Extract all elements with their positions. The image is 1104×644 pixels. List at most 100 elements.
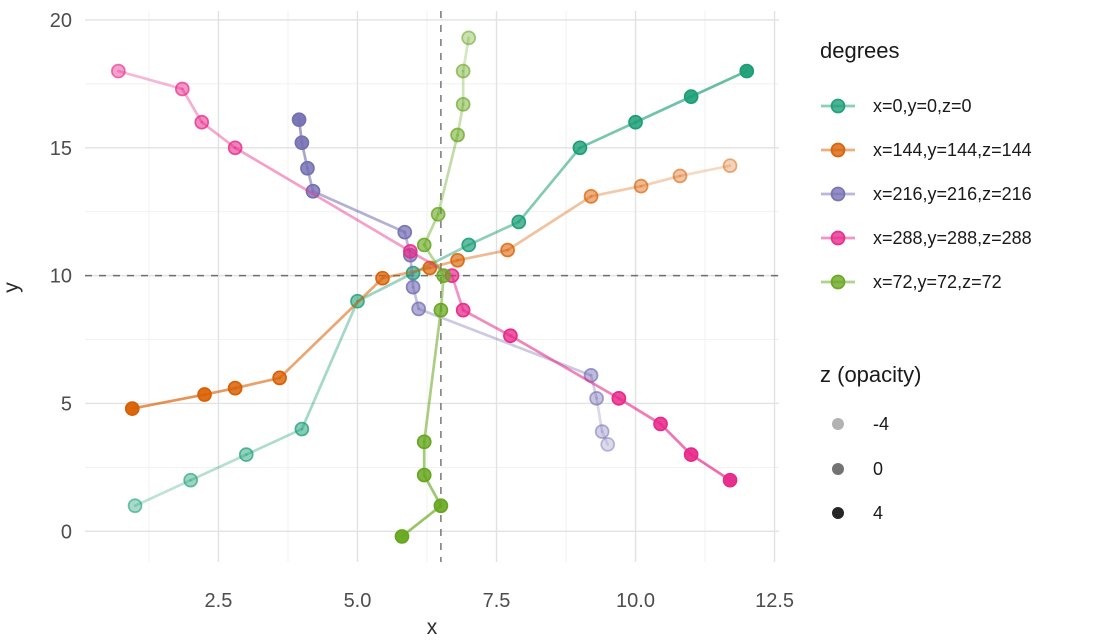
y-axis-tick-label: 0 xyxy=(61,521,72,543)
data-point xyxy=(197,387,212,402)
legend-entry-label: 4 xyxy=(873,503,884,523)
series-line xyxy=(678,164,732,178)
legend-entry-label: x=144,y=144,z=144 xyxy=(873,140,1032,160)
data-point xyxy=(405,279,421,295)
series-line xyxy=(617,397,662,426)
series-line xyxy=(578,120,637,150)
series-line xyxy=(456,248,509,262)
x-axis-tick-label: 7.5 xyxy=(483,590,511,612)
data-point xyxy=(375,270,390,286)
data-point xyxy=(589,391,604,406)
series-line xyxy=(130,393,206,410)
series-line xyxy=(509,334,621,400)
data-point xyxy=(455,302,471,318)
data-point xyxy=(600,437,616,452)
x-axis-title: x xyxy=(426,616,438,639)
series-line xyxy=(467,220,521,247)
legend-key-icon xyxy=(821,230,855,246)
data-point xyxy=(127,498,143,514)
data-point xyxy=(124,401,140,416)
data-point xyxy=(436,268,452,283)
series-line xyxy=(381,266,432,280)
legend-entry-label: x=288,y=288,z=288 xyxy=(873,228,1032,248)
legend-key-icon xyxy=(832,418,844,430)
data-point xyxy=(503,328,518,344)
series-line xyxy=(311,189,407,234)
data-point xyxy=(683,447,699,462)
series-line xyxy=(244,427,304,456)
series-line xyxy=(436,133,459,216)
data-point xyxy=(653,416,668,432)
data-point xyxy=(433,498,449,514)
series-line xyxy=(356,271,415,303)
data-point xyxy=(430,206,446,222)
data-point xyxy=(461,30,477,46)
legend-entry-label: -4 xyxy=(873,414,890,434)
series-line xyxy=(595,397,604,433)
data-point xyxy=(722,158,738,174)
series-line xyxy=(689,69,749,99)
data-point xyxy=(300,160,315,176)
legend-entry-label: x=72,y=72,z=72 xyxy=(873,272,1002,292)
series-x=216,y=216,z=216 xyxy=(291,112,616,452)
legend-entry-opacity: -4 xyxy=(820,411,889,437)
series-line xyxy=(233,146,412,253)
legend-entry-degrees: x=216,y=216,z=216 xyxy=(820,181,1032,207)
data-point xyxy=(455,96,471,112)
data-point xyxy=(227,380,243,396)
legend-key-icon xyxy=(821,274,855,290)
legend-entry-degrees: x=0,y=0,z=0 xyxy=(820,93,972,119)
series-x=0,y=0,z=0 xyxy=(127,63,755,514)
data-point xyxy=(433,302,449,318)
data-point xyxy=(416,237,432,253)
x-axis-tick-label: 2.5 xyxy=(205,590,233,612)
series-line xyxy=(117,69,184,91)
series-x=72,y=72,z=72 xyxy=(394,30,477,544)
data-point xyxy=(183,472,199,488)
series-line xyxy=(589,184,643,198)
data-point xyxy=(397,224,413,240)
data-point xyxy=(194,114,210,130)
data-point xyxy=(455,63,471,79)
x-axis-tick-label: 5.0 xyxy=(344,590,372,612)
data-point xyxy=(722,472,738,488)
series-line xyxy=(233,376,281,390)
data-point xyxy=(294,421,310,437)
data-point xyxy=(291,112,307,128)
data-point xyxy=(583,189,599,204)
data-point xyxy=(305,183,321,199)
legend-entry-opacity: 0 xyxy=(820,456,883,482)
legend-key-icon xyxy=(832,507,844,519)
data-point xyxy=(594,424,610,439)
data-point xyxy=(500,242,515,258)
legend-entry-degrees: x=144,y=144,z=144 xyxy=(820,137,1032,163)
y-axis-tick-label: 20 xyxy=(50,10,72,32)
legend-entry-degrees: x=288,y=288,z=288 xyxy=(820,225,1032,251)
series-line xyxy=(133,478,193,508)
data-point xyxy=(394,529,410,544)
data-point xyxy=(683,89,699,105)
data-point xyxy=(572,140,588,156)
y-axis-tick-label: 15 xyxy=(50,138,72,160)
data-point xyxy=(450,252,465,268)
data-point xyxy=(416,467,432,483)
data-point xyxy=(422,260,438,276)
data-point xyxy=(511,214,527,230)
data-point xyxy=(111,63,126,79)
legend-key-icon xyxy=(821,142,855,158)
data-point xyxy=(411,301,427,317)
series-line xyxy=(517,146,582,224)
y-axis-title: y xyxy=(0,282,23,293)
series-x=288,y=288,z=288 xyxy=(111,63,738,488)
legend-entry-label: x=0,y=0,z=0 xyxy=(873,96,972,116)
series-line xyxy=(461,308,512,338)
legend-entry-label: x=216,y=216,z=216 xyxy=(873,184,1032,204)
series-line xyxy=(689,453,732,482)
x-axis-tick-label: 12.5 xyxy=(755,590,794,612)
data-point xyxy=(611,391,627,406)
series-line xyxy=(589,374,598,400)
x-axis-tick-label: 10.0 xyxy=(616,590,655,612)
series-x=144,y=144,z=144 xyxy=(124,158,738,416)
